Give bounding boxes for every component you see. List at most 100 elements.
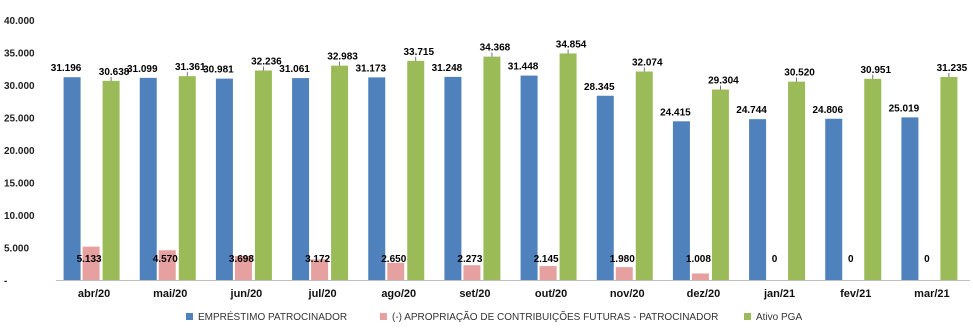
data-label: 31.196 (51, 63, 82, 74)
x-tick-label: dez/20 (687, 288, 721, 300)
data-label: 2.145 (534, 254, 559, 265)
data-label: 31.235 (937, 63, 968, 74)
bar (463, 265, 481, 280)
bar (292, 78, 310, 280)
x-tick-label: set/20 (459, 288, 490, 300)
y-tick-label: 10.000 (4, 211, 35, 222)
bar (387, 262, 405, 280)
data-label: 33.715 (403, 47, 434, 58)
bar (596, 95, 614, 280)
data-label: 30.951 (860, 65, 891, 76)
bar (254, 70, 272, 280)
bar (788, 81, 806, 281)
bar (178, 76, 196, 280)
data-label: 2.273 (457, 254, 482, 265)
x-tick-label: mai/20 (153, 288, 187, 300)
data-label: 0 (924, 254, 930, 265)
x-tick-label: jan/21 (763, 288, 795, 300)
bar (139, 77, 157, 280)
y-tick-label: 15.000 (4, 179, 35, 190)
x-tick-label: nov/20 (610, 288, 645, 300)
data-label: 32.236 (251, 56, 282, 67)
bar (691, 273, 709, 280)
data-label: 31.061 (279, 64, 310, 75)
data-label: 28.345 (584, 82, 615, 93)
bar (672, 121, 690, 281)
bar (444, 76, 462, 280)
data-label: 30.981 (203, 65, 234, 76)
bar (825, 118, 843, 280)
legend: EMPRÉSTIMO PATROCINADOR (-) APROPRIAÇÃO D… (186, 310, 802, 323)
bar (559, 53, 577, 280)
legend-swatch (744, 313, 751, 320)
data-label: 31.361 (175, 62, 206, 73)
y-tick-label: - (4, 276, 7, 287)
data-label: 24.806 (812, 105, 843, 116)
y-tick-label: 5.000 (4, 244, 29, 255)
data-label: 0 (848, 254, 854, 265)
data-label: 2.650 (381, 254, 406, 265)
legend-entry: Ativo PGA (756, 312, 802, 323)
data-label: 31.173 (355, 63, 386, 74)
data-label: 29.304 (708, 76, 739, 87)
data-label: 4.570 (153, 254, 178, 265)
bar (215, 78, 233, 280)
x-tick-label: jul/20 (308, 288, 337, 300)
bar (102, 80, 120, 280)
bar (311, 259, 329, 280)
data-label: 32.983 (327, 52, 358, 63)
bar (407, 60, 425, 280)
data-label: 31.248 (432, 63, 463, 74)
bar (520, 75, 538, 280)
bar (234, 255, 252, 280)
x-tick-label: out/20 (535, 288, 567, 300)
data-label: 3.172 (305, 254, 330, 265)
x-tick-label: mar/21 (914, 288, 949, 300)
y-tick-label: 25.000 (4, 114, 35, 125)
bar (368, 77, 386, 280)
y-tick-label: 35.000 (4, 49, 35, 60)
data-label: 3.698 (229, 254, 254, 265)
x-tick-label: abr/20 (78, 288, 110, 300)
data-label: 34.854 (556, 39, 587, 50)
y-tick-label: 30.000 (4, 81, 35, 92)
legend-swatch (186, 313, 193, 320)
data-label: 30.638 (99, 67, 130, 78)
data-label: 32.074 (632, 58, 663, 69)
legend-swatch (380, 313, 387, 320)
bar (331, 65, 349, 280)
data-label: 31.099 (127, 64, 158, 75)
bar (158, 250, 176, 280)
data-label: 24.744 (736, 105, 767, 116)
y-tick-label: 20.000 (4, 146, 35, 157)
x-axis: abr/20 mai/20 jun/20 jul/20 ago/20 set/20 out/… (56, 280, 970, 300)
x-tick-label: fev/21 (840, 288, 871, 300)
bar (711, 89, 729, 280)
data-label: 1.008 (686, 254, 711, 265)
data-label: 24.415 (660, 107, 691, 118)
bar (63, 77, 81, 280)
bar (539, 266, 557, 280)
data-label: 25.019 (889, 103, 920, 114)
legend-entry: (-) APROPRIAÇÃO DE CONTRIBUIÇÕES FUTURAS… (392, 310, 718, 323)
data-label: 34.368 (480, 43, 511, 54)
bar (864, 78, 882, 280)
data-label: 1.980 (610, 254, 635, 265)
bar (635, 71, 653, 280)
bar (940, 76, 958, 280)
bar (483, 56, 501, 280)
bar (901, 117, 919, 281)
bar (749, 119, 767, 280)
x-tick-label: jun/20 (230, 288, 263, 300)
bar (82, 246, 100, 280)
bar (615, 267, 633, 280)
bars-layer (63, 53, 958, 281)
x-tick-label: ago/20 (381, 288, 416, 300)
legend-entry: EMPRÉSTIMO PATROCINADOR (198, 310, 347, 323)
data-label: 5.133 (77, 254, 102, 265)
y-tick-label: 40.000 (4, 16, 35, 27)
data-label: 0 (772, 254, 778, 265)
data-label: 31.448 (508, 62, 539, 73)
y-axis: - 5.000 10.000 15.000 20.000 25.000 30.000 35.0… (4, 16, 35, 287)
